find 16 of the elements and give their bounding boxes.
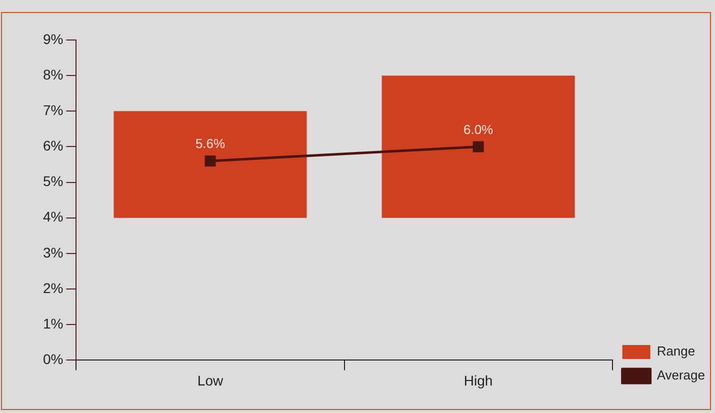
y-tick-label: 1% bbox=[43, 315, 64, 332]
data-label: 5.6% bbox=[195, 136, 226, 152]
legend-label: Range bbox=[656, 344, 696, 359]
y-tick-label: 3% bbox=[43, 244, 64, 260]
y-tick-label: 4% bbox=[43, 208, 64, 225]
x-tick-label: Low bbox=[197, 372, 224, 388]
x-tick-label: High bbox=[464, 372, 493, 388]
legend-label: Average bbox=[656, 368, 705, 383]
y-tick-label: 8% bbox=[43, 66, 64, 82]
y-tick-label: 9% bbox=[43, 30, 64, 47]
y-tick-label: 6% bbox=[43, 138, 64, 154]
y-tick-label: 7% bbox=[43, 102, 64, 118]
y-tick-label: 5% bbox=[43, 173, 64, 190]
y-tick-label: 0% bbox=[43, 351, 64, 368]
y-tick-label: 2% bbox=[43, 280, 64, 296]
data-label: 6.0% bbox=[463, 122, 494, 137]
